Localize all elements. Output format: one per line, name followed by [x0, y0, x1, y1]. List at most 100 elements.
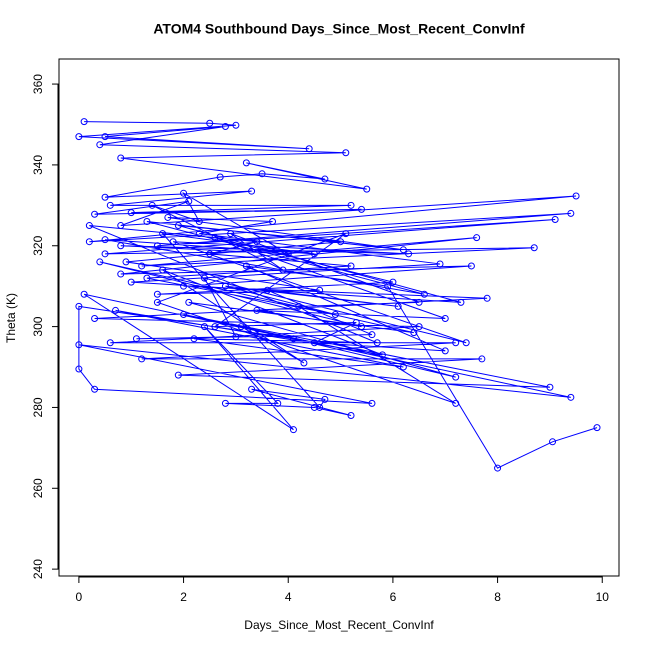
data-point [101, 236, 109, 244]
data-point [473, 234, 481, 242]
y-tick-label: 360 [31, 74, 45, 94]
data-point [399, 246, 407, 254]
data-point [384, 282, 392, 290]
data-point [106, 201, 114, 209]
data-point [143, 217, 151, 225]
data-point [494, 464, 502, 472]
data-point [85, 238, 93, 246]
data-point [467, 262, 475, 270]
data-point [300, 359, 308, 367]
x-tick-label: 6 [390, 590, 397, 604]
data-point [185, 197, 193, 205]
data-point [159, 230, 167, 238]
data-point [248, 385, 256, 393]
data-point [138, 262, 146, 270]
data-point [91, 385, 99, 393]
data-point [368, 399, 376, 407]
data-point [174, 222, 182, 230]
data-point [389, 278, 397, 286]
data-point [342, 230, 350, 238]
y-tick-label: 260 [31, 478, 45, 498]
data-point [420, 290, 428, 298]
data-point [211, 323, 219, 331]
data-point [378, 351, 386, 359]
data-point [248, 187, 256, 195]
data-point [190, 335, 198, 343]
data-point [227, 230, 235, 238]
data-point [405, 250, 413, 258]
data-point [295, 302, 303, 310]
data-point [206, 250, 214, 258]
data-point [321, 175, 329, 183]
data-point [551, 215, 559, 223]
y-tick-label: 240 [31, 559, 45, 579]
data-point [232, 121, 240, 129]
data-point [593, 424, 601, 432]
data-point [242, 159, 250, 167]
data-point [546, 383, 554, 391]
data-point [185, 298, 193, 306]
x-tick-label: 0 [76, 590, 83, 604]
chart-title: ATOM4 Southbound Days_Since_Most_Recent_… [153, 21, 525, 37]
data-point [101, 133, 109, 141]
data-point [263, 286, 271, 294]
data-point [216, 173, 224, 181]
data-point [347, 262, 355, 270]
data-line [78, 121, 598, 469]
data-point [368, 331, 376, 339]
data-point [169, 238, 177, 246]
plot-frame [58, 58, 620, 577]
y-tick-label: 280 [31, 397, 45, 417]
data-point [80, 290, 88, 298]
data-point [347, 412, 355, 420]
data-point [75, 341, 83, 349]
data-point [221, 123, 229, 131]
data-point [174, 371, 182, 379]
data-point [211, 234, 219, 242]
x-tick-label: 10 [596, 590, 610, 604]
data-point [117, 154, 125, 162]
data-point [321, 395, 329, 403]
data-point [75, 365, 83, 373]
data-point [373, 339, 381, 347]
data-point [399, 363, 407, 371]
data-point [180, 189, 188, 197]
data-point [85, 222, 93, 230]
data-point [200, 274, 208, 282]
data-point [253, 238, 261, 246]
data-point [331, 310, 339, 318]
data-point [337, 238, 345, 246]
data-point [75, 133, 83, 141]
data-point [91, 315, 99, 323]
data-point [415, 323, 423, 331]
data-point [221, 282, 229, 290]
data-point [112, 306, 120, 314]
data-point [358, 205, 366, 213]
data-point [310, 339, 318, 347]
data-point [483, 294, 491, 302]
data-point [180, 310, 188, 318]
data-point [289, 335, 297, 343]
data-point [96, 258, 104, 266]
data-point [310, 403, 318, 411]
data-point [242, 262, 250, 270]
data-point [200, 323, 208, 331]
data-point [572, 192, 580, 200]
data-point [232, 333, 240, 341]
x-tick-label: 8 [494, 590, 501, 604]
data-point [132, 335, 140, 343]
data-point [80, 118, 88, 126]
data-point [253, 306, 261, 314]
x-tick-label: 2 [180, 590, 187, 604]
data-point [441, 315, 449, 323]
data-point [195, 217, 203, 225]
data-point [117, 222, 125, 230]
data-point [452, 399, 460, 407]
y-axis-label: Theta (K) [4, 293, 18, 343]
data-point [127, 278, 135, 286]
data-point [101, 193, 109, 201]
data-point [221, 399, 229, 407]
x-tick-label: 4 [285, 590, 292, 604]
data-point [289, 426, 297, 434]
